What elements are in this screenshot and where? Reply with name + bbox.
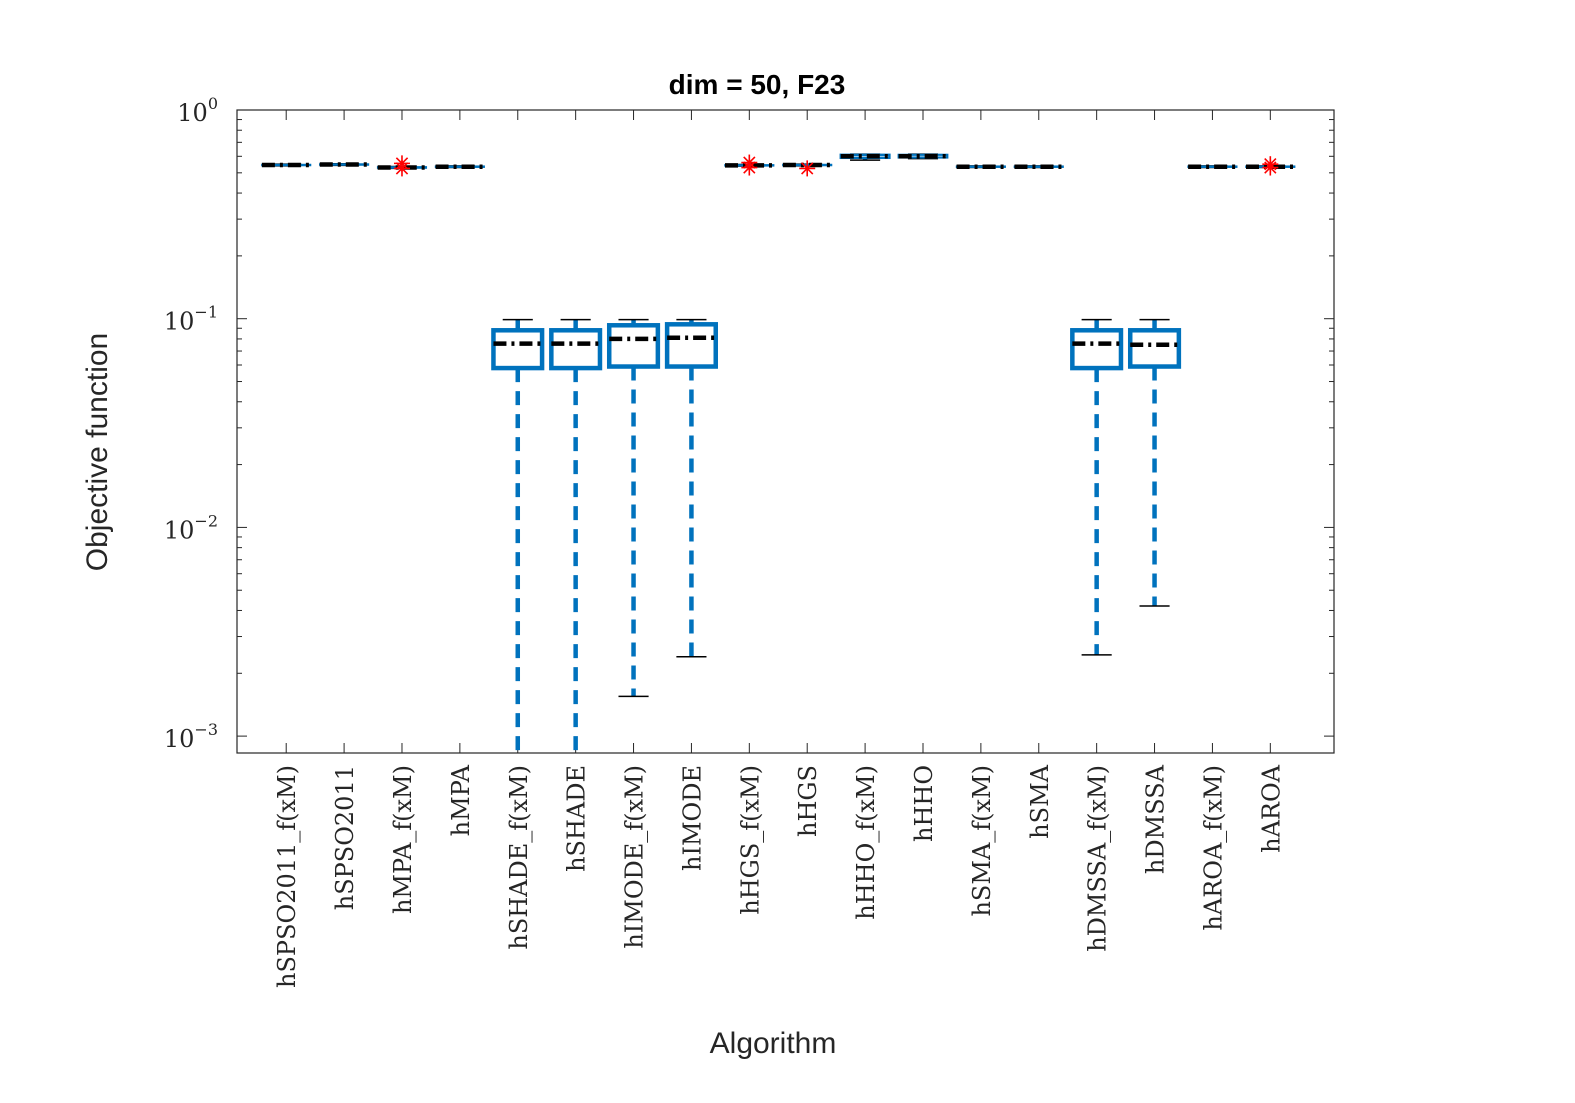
plot-area-frame [236, 109, 1335, 754]
y-tick-label: 10−1 [164, 303, 218, 336]
x-tick-label: hSMA_f(xM) [968, 765, 996, 917]
y-axis-label: Objective function [81, 333, 114, 571]
x-tick-label: hSHADE [563, 765, 591, 872]
outlier-marker [1262, 159, 1279, 176]
x-tick-label: hAROA_f(xM) [1199, 765, 1227, 931]
chart-title: dim = 50, F23 [669, 69, 846, 100]
x-tick-label: hSMA [1026, 764, 1054, 838]
y-tick-label: 10−2 [164, 511, 218, 544]
x-tick-label: hHGS [794, 765, 822, 837]
x-tick-label: hHHO [910, 765, 938, 842]
box [1127, 328, 1182, 369]
x-tick-label: hDMSSA [1142, 764, 1170, 874]
x-tick-label: hDMSSA_f(xM) [1084, 765, 1112, 952]
box [549, 328, 603, 371]
x-tick-label: hIMODE_f(xM) [621, 765, 649, 949]
box [664, 322, 718, 369]
x-axis-label: Algorithm [710, 1027, 837, 1060]
x-tick-label: hHGS_f(xM) [736, 765, 764, 915]
x-tick-label: hMPA_f(xM) [389, 765, 417, 914]
x-tick-label: hIMODE [678, 765, 706, 871]
x-tick-label: hSHADE_f(xM) [505, 765, 533, 950]
outlier-marker [799, 160, 816, 177]
box [1070, 328, 1124, 371]
x-tick-label: hAROA [1257, 764, 1285, 853]
y-tick-label: 10−3 [164, 720, 218, 753]
x-tick-label: hMPA [447, 764, 475, 836]
y-tick-label: 100 [177, 94, 218, 127]
outlier-marker [393, 160, 410, 177]
x-tick-label: hHHO_f(xM) [852, 765, 880, 920]
box [606, 323, 661, 369]
x-axis-ticks: hSPSO2011_f(xM) hSPSO2011 hMPA_f(xM) hMPA hS… [273, 110, 1285, 988]
outlier-marker [741, 159, 758, 176]
box [491, 328, 545, 371]
y-axis-ticks: 100 10−1 10−2 10−3 [164, 94, 1334, 753]
x-tick-label: hSPSO2011_f(xM) [273, 765, 301, 988]
x-tick-label: hSPSO2011 [331, 765, 359, 910]
box-plot-marks [261, 153, 1296, 753]
